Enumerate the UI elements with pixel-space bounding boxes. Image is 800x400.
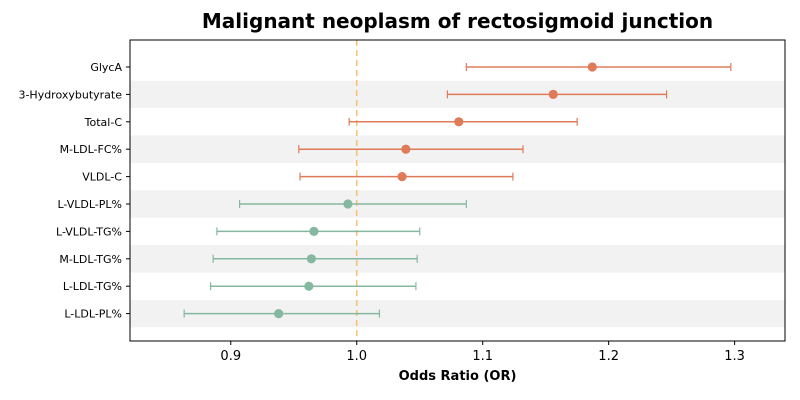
- x-tick-label: 0.9: [220, 349, 241, 364]
- or-point: [306, 254, 316, 264]
- or-point: [274, 309, 284, 319]
- or-point: [309, 226, 319, 236]
- y-tick-label: GlycA: [90, 61, 122, 74]
- x-axis: 0.9 1.0 1.1 1.2 1.3: [220, 341, 745, 364]
- y-tick-label: M-LDL-TG%: [59, 253, 122, 266]
- x-axis-label: Odds Ratio (OR): [399, 369, 517, 384]
- y-tick-label: VLDL-C: [82, 171, 122, 184]
- y-tick-label: L-LDL-PL%: [64, 308, 122, 321]
- y-tick-label: L-LDL-TG%: [63, 280, 122, 293]
- y-axis: GlycA 3-Hydroxybutyrate Total-C M-LDL-FC% VL…: [18, 61, 130, 321]
- x-tick-label: 1.1: [472, 349, 493, 364]
- or-point: [401, 144, 411, 154]
- or-point: [548, 89, 558, 99]
- y-tick-label: Total-C: [84, 116, 123, 129]
- y-tick-label: L-VLDL-TG%: [56, 225, 122, 238]
- axes-frame: [129, 39, 786, 342]
- odds-ratio-points: [274, 62, 597, 319]
- or-point: [304, 281, 314, 291]
- or-point: [454, 117, 464, 127]
- y-tick-label: M-LDL-FC%: [60, 143, 122, 156]
- y-tick-label: 3-Hydroxybutyrate: [18, 88, 122, 101]
- x-tick-label: 1.2: [598, 349, 619, 364]
- or-point: [343, 199, 353, 209]
- chart-title: Malignant neoplasm of rectosigmoid junct…: [201, 9, 714, 33]
- x-tick-label: 1.0: [346, 349, 367, 364]
- or-point: [587, 62, 597, 72]
- x-tick-label: 1.3: [724, 349, 745, 364]
- or-point: [397, 172, 407, 182]
- y-tick-label: L-VLDL-PL%: [57, 198, 122, 211]
